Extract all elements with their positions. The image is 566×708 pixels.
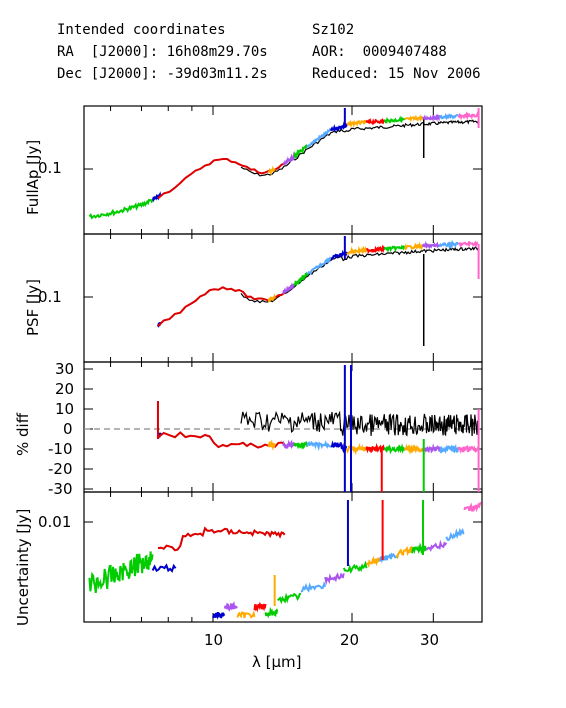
header-left-line-3: Dec [J2000]: -39d03m11.2s xyxy=(57,66,268,82)
y-tick-diff-m10: -10 xyxy=(48,440,73,458)
header-left-line-2: RA [J2000]: 16h08m29.70s xyxy=(57,44,268,60)
y-axis-title-uncert: Uncertainty [Jy] xyxy=(14,509,32,626)
y-tick-diff-20: 20 xyxy=(55,380,74,398)
psf-module-seg xyxy=(365,244,386,254)
uncert-module-seg xyxy=(425,539,448,552)
psf-measured-line xyxy=(240,246,479,304)
x-axis-title: λ [μm] xyxy=(252,653,302,671)
uncert-module-seg xyxy=(253,601,267,613)
y-axis-title-diff: % diff xyxy=(14,412,32,456)
header-right-line-2: AOR: 0009407488 xyxy=(312,44,447,60)
psf-module-seg xyxy=(306,256,332,276)
uncert-module-seg xyxy=(300,581,327,593)
uncert-module-seg xyxy=(445,527,465,542)
fullap-module-seg xyxy=(384,115,406,124)
y-tick-diff-10: 10 xyxy=(55,400,74,418)
psf-module-seg xyxy=(458,240,479,249)
uncert-module-seg xyxy=(463,501,482,513)
diff-module-seg xyxy=(293,441,309,450)
diff-module-seg xyxy=(403,443,424,455)
fullap-measured-line xyxy=(240,119,479,177)
uncert-module-seg xyxy=(324,572,345,586)
panel-frame-uncert xyxy=(83,491,483,623)
psf-module-seg xyxy=(282,282,295,295)
diff-module-seg xyxy=(457,444,480,454)
diff-module-seg xyxy=(306,440,332,452)
psf-module-seg xyxy=(422,240,441,250)
fullap-module-seg xyxy=(404,114,424,123)
uncert-module-seg xyxy=(223,600,238,612)
uncert-module-seg xyxy=(366,555,381,569)
fullap-module-seg xyxy=(306,127,332,148)
fullap-module-seg xyxy=(88,198,154,220)
uncert-module-seg xyxy=(277,592,302,605)
psf-module-seg xyxy=(383,244,405,253)
fullap-module-seg xyxy=(293,143,309,160)
y-axis-title-fullap: FullAp [Jy] xyxy=(24,140,42,215)
y-tick-top: 0.1 xyxy=(38,159,62,177)
diff-series xyxy=(156,365,480,492)
y-tick-uncert: 0.01 xyxy=(38,513,71,531)
y-tick-diff-m20: -20 xyxy=(48,460,73,478)
fullap-module-seg xyxy=(346,119,368,128)
fullap-module-seg xyxy=(365,117,385,126)
diff-module-seg xyxy=(157,431,286,449)
panel-frame-fullap xyxy=(83,105,483,235)
fullap-module-seg xyxy=(457,111,480,121)
header-right-line-3: Reduced: 15 Nov 2006 xyxy=(312,66,481,82)
fullap-series xyxy=(88,108,480,220)
uncert-module-seg xyxy=(342,560,368,575)
y-axis-title-psf: PSF [Jy] xyxy=(24,279,42,336)
psf-module-seg xyxy=(346,245,368,256)
y-tick-diff-m30: -30 xyxy=(48,480,73,498)
x-tick-20: 20 xyxy=(340,631,359,649)
psf-module-seg xyxy=(293,271,309,287)
y-tick-psf: 0.1 xyxy=(38,288,62,306)
fullap-module-seg xyxy=(151,191,162,203)
y-tick-diff-30: 30 xyxy=(55,360,74,378)
fullap-module-seg xyxy=(267,165,276,177)
uncert-module-seg xyxy=(212,611,226,620)
psf-module-seg xyxy=(157,286,286,327)
uncert-module-seg xyxy=(236,610,256,619)
diff-module-seg xyxy=(422,443,441,454)
uncert-seg-blue xyxy=(151,563,177,573)
fullap-module-seg xyxy=(438,112,460,121)
diff-module-seg xyxy=(383,443,406,455)
diff-module-seg xyxy=(439,444,459,454)
fullap-module-seg xyxy=(282,151,296,166)
header-right-line-1: Sz102 xyxy=(312,22,355,38)
fullap-module-seg xyxy=(422,113,441,122)
uncert-seg-green xyxy=(88,551,154,594)
diff-measured-line xyxy=(240,410,479,437)
x-tick-10: 10 xyxy=(204,631,223,649)
panel-frame-psf xyxy=(83,233,483,363)
uncert-series xyxy=(88,500,482,620)
uncert-module-seg xyxy=(395,545,414,560)
psf-series xyxy=(157,236,480,346)
psf-module-seg xyxy=(267,293,276,304)
x-tick-30: 30 xyxy=(420,631,439,649)
diff-module-seg xyxy=(345,443,368,456)
psf-module-seg xyxy=(438,239,459,250)
uncert-module-seg xyxy=(411,542,427,555)
fullap-module-seg xyxy=(157,158,286,200)
diff-module-seg xyxy=(282,439,296,450)
diff-module-seg xyxy=(267,439,276,451)
uncert-seg-red xyxy=(157,526,286,552)
uncert-module-seg xyxy=(264,606,279,619)
y-tick-diff-0: 0 xyxy=(63,420,73,438)
psf-module-seg xyxy=(404,241,424,252)
header-left-line-1: Intended coordinates xyxy=(57,22,226,38)
